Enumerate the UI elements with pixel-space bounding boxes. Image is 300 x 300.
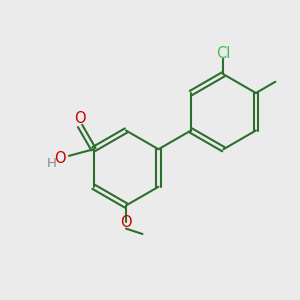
Text: O: O (74, 111, 86, 126)
Text: Cl: Cl (216, 46, 231, 61)
Text: O: O (54, 151, 65, 166)
Text: H: H (47, 157, 57, 170)
Text: O: O (120, 215, 132, 230)
